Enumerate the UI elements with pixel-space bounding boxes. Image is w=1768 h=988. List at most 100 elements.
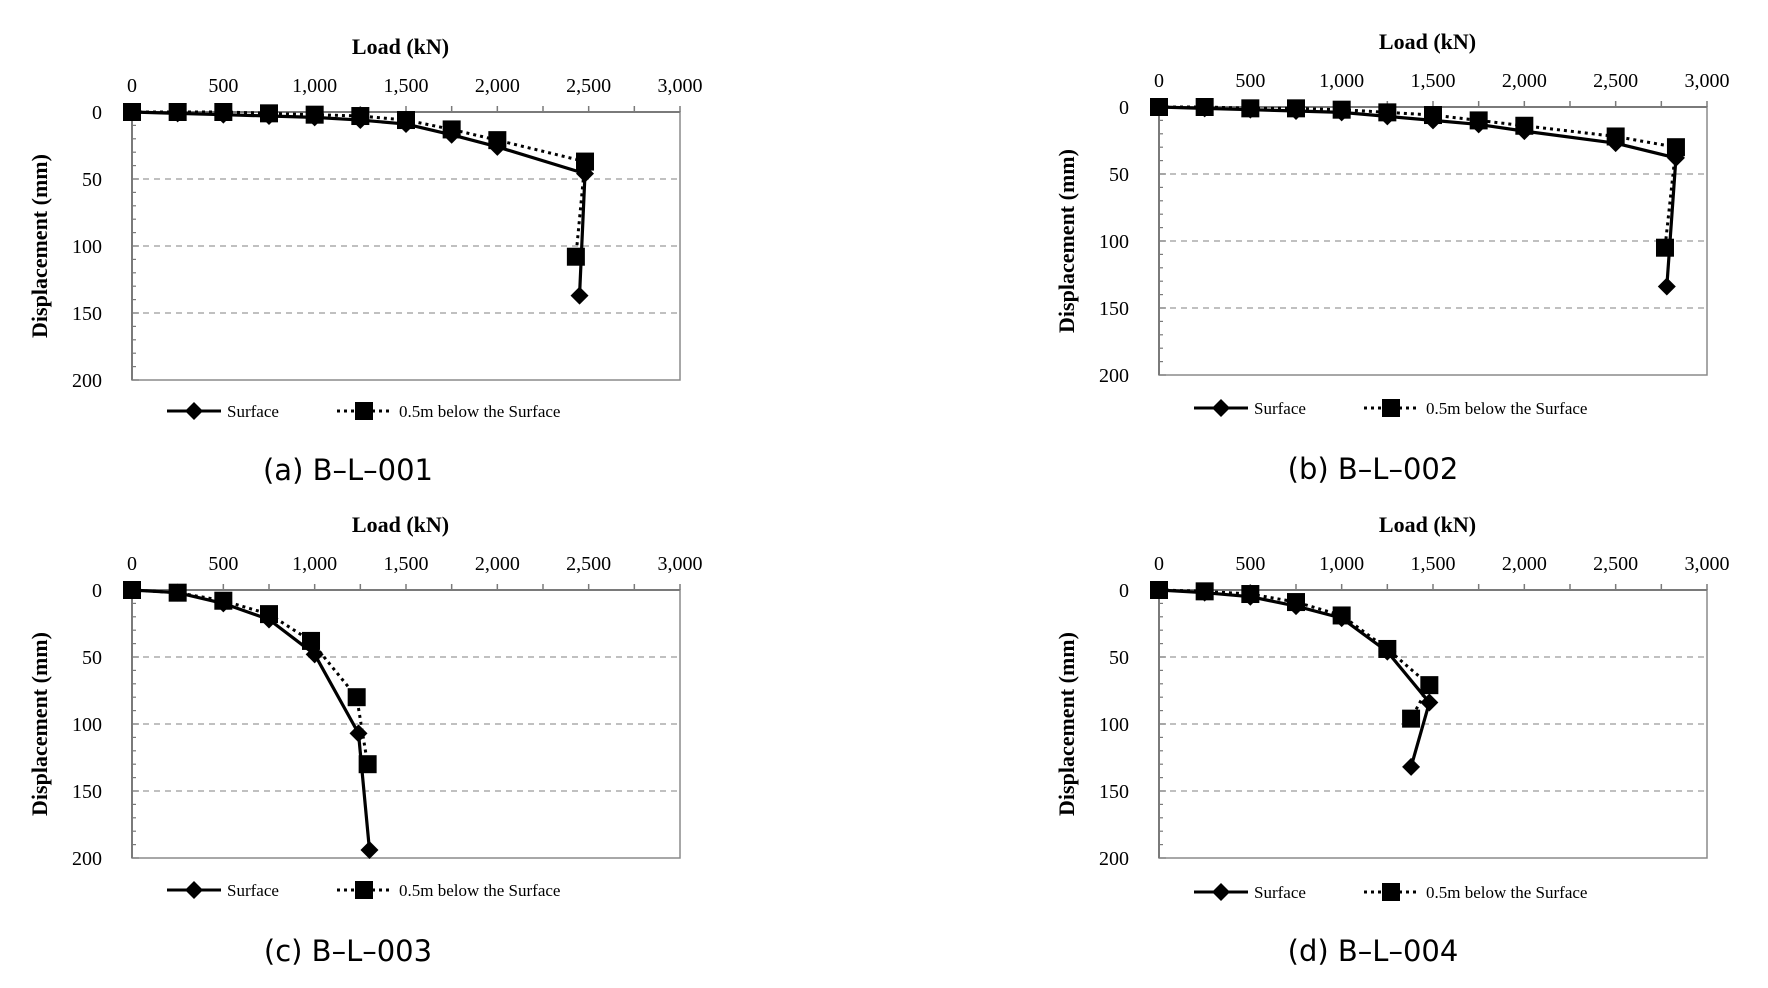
x-axis-title: Load (kN) xyxy=(1379,512,1476,537)
below-surface-point xyxy=(488,131,507,150)
y-tick-label: 0 xyxy=(92,580,102,602)
x-tick-label: 0 xyxy=(127,75,137,97)
x-tick-label: 3,000 xyxy=(1685,70,1730,92)
x-tick-label: 2,000 xyxy=(475,75,520,97)
surface-point xyxy=(360,840,379,859)
x-axis-title: Load (kN) xyxy=(352,34,449,59)
legend-label-below-surface: 0.5m below the Surface xyxy=(399,402,560,421)
y-tick-label: 150 xyxy=(1099,298,1129,320)
legend-marker-surface xyxy=(185,881,203,899)
below-surface-point xyxy=(1195,582,1214,601)
x-axis-title: Load (kN) xyxy=(1379,29,1476,54)
x-tick-label: 1,000 xyxy=(292,75,337,97)
below-surface-point xyxy=(1241,99,1260,118)
legend-marker-below-surface xyxy=(355,881,373,899)
below-surface-point xyxy=(442,120,461,139)
below-surface-point xyxy=(576,152,595,171)
below-surface-point xyxy=(1332,606,1351,625)
x-axis-title: Load (kN) xyxy=(352,512,449,537)
legend-label-surface: Surface xyxy=(227,402,279,421)
y-tick-label: 200 xyxy=(1099,848,1129,870)
below-surface-point xyxy=(1150,581,1168,599)
below-surface-point xyxy=(1469,111,1488,130)
x-tick-label: 2,500 xyxy=(566,75,611,97)
x-tick-label: 0 xyxy=(1154,70,1164,92)
x-tick-label: 3,000 xyxy=(1685,553,1730,575)
below-surface-point xyxy=(1378,639,1397,658)
y-tick-label: 50 xyxy=(1109,164,1129,186)
chart-panel-2: 0 500 1,000 1,500 2,000 2,500 3,000 0 50 100 150 20… xyxy=(1054,29,1730,486)
chart-panel-1: 0 500 1,000 1,500 2,000 2,500 3,000 0 50 100 150 20… xyxy=(27,34,703,487)
below-surface-point xyxy=(1515,116,1534,135)
legend-label-surface: Surface xyxy=(1254,883,1306,902)
y-tick-label: 150 xyxy=(72,781,102,803)
below-surface-point xyxy=(1287,593,1305,612)
below-surface-point xyxy=(302,631,321,650)
x-tick-label: 1,500 xyxy=(1411,70,1456,92)
below-surface-point xyxy=(1655,238,1674,257)
panel-caption: (c) B–L–003 xyxy=(264,934,432,968)
x-tick-label: 500 xyxy=(208,553,238,575)
below-surface-point xyxy=(1606,127,1625,146)
legend-label-below-surface: 0.5m below the Surface xyxy=(1426,399,1587,418)
x-tick-label: 2,500 xyxy=(566,553,611,575)
y-axis-title: Displacement (mm) xyxy=(1054,149,1079,333)
below-surface-point xyxy=(397,111,415,130)
x-tick-label: 2,000 xyxy=(1502,553,1547,575)
panel-caption: (b) B–L–002 xyxy=(1288,452,1459,486)
legend-marker-below-surface xyxy=(1382,399,1400,417)
below-surface-point xyxy=(1378,103,1397,122)
x-tick-label: 500 xyxy=(1235,70,1265,92)
y-tick-label: 100 xyxy=(72,714,102,736)
legend-marker-surface xyxy=(185,402,203,420)
legend-label-below-surface: 0.5m below the Surface xyxy=(399,881,560,900)
y-tick-label: 100 xyxy=(1099,714,1129,736)
y-tick-label: 0 xyxy=(1119,580,1129,602)
y-axis-title: Displacement (mm) xyxy=(27,632,52,816)
x-tick-label: 0 xyxy=(1154,553,1164,575)
x-tick-label: 500 xyxy=(208,75,238,97)
y-tick-label: 0 xyxy=(92,102,102,124)
below-surface-point xyxy=(1424,106,1442,125)
below-surface-point xyxy=(305,105,324,124)
below-surface-point xyxy=(1150,98,1168,116)
y-tick-label: 150 xyxy=(1099,781,1129,803)
below-surface-point xyxy=(1241,585,1260,604)
x-tick-label: 0 xyxy=(127,553,137,575)
surface-point xyxy=(349,724,368,743)
below-surface-point xyxy=(1287,99,1305,118)
below-surface-point xyxy=(260,104,278,123)
y-tick-label: 50 xyxy=(1109,647,1129,669)
below-surface-point xyxy=(123,103,141,121)
legend-label-below-surface: 0.5m below the Surface xyxy=(1426,883,1587,902)
x-tick-label: 1,500 xyxy=(1411,553,1456,575)
x-tick-label: 1,000 xyxy=(292,553,337,575)
x-tick-label: 3,000 xyxy=(658,75,703,97)
y-tick-label: 200 xyxy=(72,848,102,870)
x-tick-label: 2,000 xyxy=(1502,70,1547,92)
y-tick-label: 100 xyxy=(72,236,102,258)
x-tick-label: 3,000 xyxy=(658,553,703,575)
below-surface-point xyxy=(1332,100,1351,119)
y-tick-label: 200 xyxy=(72,370,102,392)
below-surface-point xyxy=(214,103,233,121)
y-tick-label: 50 xyxy=(82,169,102,191)
below-surface-point xyxy=(351,107,370,126)
x-tick-label: 2,500 xyxy=(1593,553,1638,575)
surface-point xyxy=(1402,757,1421,776)
below-surface-point xyxy=(1666,138,1685,157)
below-surface-point xyxy=(168,103,187,121)
x-tick-label: 2,500 xyxy=(1593,70,1638,92)
surface-point xyxy=(1420,693,1439,712)
panel-caption: (a) B–L–001 xyxy=(263,453,433,487)
x-tick-label: 1,000 xyxy=(1319,553,1364,575)
chart-panel-4: 0 500 1,000 1,500 2,000 2,500 3,000 0 50 100 150 20… xyxy=(1054,512,1730,968)
chart-panel-3: 0 500 1,000 1,500 2,000 2,500 3,000 0 50 100 150 20… xyxy=(27,512,703,968)
below-surface-point xyxy=(358,755,377,774)
y-axis-title: Displacement (mm) xyxy=(27,154,52,338)
below-surface-point xyxy=(1402,709,1421,728)
legend-label-surface: Surface xyxy=(227,881,279,900)
y-tick-label: 50 xyxy=(82,647,102,669)
y-tick-label: 200 xyxy=(1099,365,1129,387)
